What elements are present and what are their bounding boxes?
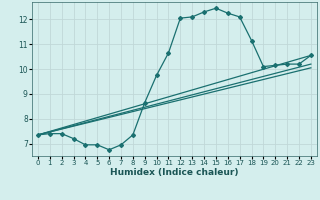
X-axis label: Humidex (Indice chaleur): Humidex (Indice chaleur) bbox=[110, 168, 239, 177]
